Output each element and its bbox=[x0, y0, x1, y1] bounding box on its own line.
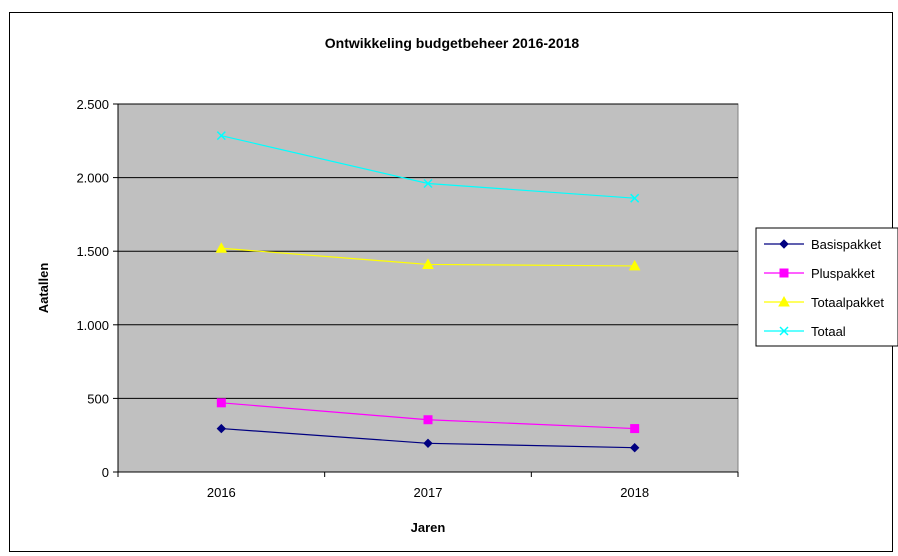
data-point bbox=[216, 423, 227, 434]
legend-marker bbox=[779, 326, 789, 336]
legend-box bbox=[755, 227, 898, 347]
marker-stroke bbox=[216, 131, 226, 141]
data-point bbox=[423, 415, 433, 425]
legend-marker bbox=[778, 295, 790, 307]
marker-stroke bbox=[423, 178, 433, 189]
legend-item: Totaal bbox=[764, 324, 846, 339]
series-totaalpakket bbox=[215, 242, 641, 271]
legend-item: Pluspakket bbox=[764, 266, 875, 281]
x-tick-label: 2018 bbox=[620, 485, 649, 500]
series-layer bbox=[215, 131, 641, 453]
series-basispakket bbox=[216, 423, 640, 453]
y-tick-label: 0 bbox=[102, 465, 109, 480]
data-point bbox=[216, 398, 226, 408]
series-totaal bbox=[216, 131, 640, 203]
y-tick-label: 1.500 bbox=[76, 244, 109, 259]
x-tick-label: 2016 bbox=[207, 485, 236, 500]
legend-label: Totaal bbox=[811, 324, 846, 339]
legend-marker bbox=[779, 239, 789, 249]
y-tick-label: 500 bbox=[87, 391, 109, 406]
x-axis-title: Jaren bbox=[411, 520, 446, 535]
marker-stroke bbox=[630, 193, 640, 203]
legend-label: Totaalpakket bbox=[811, 295, 884, 310]
legend-label: Basispakket bbox=[811, 237, 881, 252]
chart-title: Ontwikkeling budgetbeheer 2016-2018 bbox=[325, 35, 580, 51]
data-point bbox=[628, 259, 641, 271]
data-point bbox=[423, 438, 433, 449]
y-tick-label: 2.500 bbox=[76, 97, 109, 112]
legend-item: Basispakket bbox=[764, 237, 881, 252]
data-point bbox=[630, 424, 640, 434]
data-point bbox=[422, 258, 434, 269]
data-point bbox=[215, 242, 228, 253]
legend: Basispakket Pluspakket Totaalpakket Totaal bbox=[755, 227, 898, 347]
legend-marker bbox=[779, 268, 789, 278]
legend-label: Pluspakket bbox=[811, 266, 875, 281]
plot-area bbox=[117, 103, 739, 473]
legend-item: Totaalpakket bbox=[764, 295, 884, 310]
series-pluspakket bbox=[216, 398, 640, 434]
marker-stroke bbox=[779, 326, 789, 336]
data-point bbox=[216, 131, 226, 141]
axes: 0 500 1.000 1.500 2.000 2.500 2016 2017 2018 bbox=[76, 97, 739, 500]
y-tick-label: 2.000 bbox=[76, 171, 109, 186]
data-point bbox=[629, 443, 640, 453]
y-axis-title: Aatallen bbox=[36, 263, 51, 314]
data-point bbox=[630, 193, 640, 203]
data-point bbox=[423, 178, 433, 189]
y-tick-label: 1.000 bbox=[76, 318, 109, 333]
x-tick-label: 2017 bbox=[414, 485, 443, 500]
